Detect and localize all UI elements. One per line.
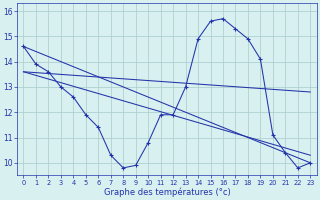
X-axis label: Graphe des températures (°c): Graphe des températures (°c) [104, 187, 230, 197]
